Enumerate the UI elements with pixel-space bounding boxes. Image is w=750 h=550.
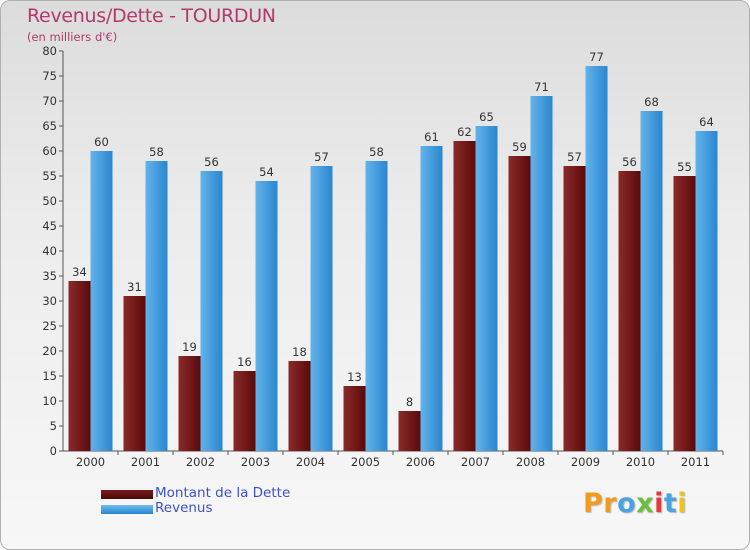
data-label-debt: 55 xyxy=(677,160,692,174)
x-tick-label: 2009 xyxy=(571,455,600,469)
y-tick-label: 15 xyxy=(42,369,57,383)
y-tick-label: 65 xyxy=(42,119,57,133)
bar-revenue xyxy=(90,151,113,451)
y-tick-label: 35 xyxy=(42,269,57,283)
data-label-debt: 13 xyxy=(347,370,362,384)
x-tick-label: 2010 xyxy=(626,455,655,469)
bar-debt xyxy=(233,371,256,451)
bar-debt xyxy=(123,296,146,451)
logo-letter: o xyxy=(617,488,637,519)
y-tick-label: 70 xyxy=(42,94,57,108)
x-tick-label: 2003 xyxy=(241,455,270,469)
legend-label-revenue: Revenus xyxy=(155,500,213,516)
data-label-revenue: 77 xyxy=(589,50,604,64)
bar-debt xyxy=(288,361,311,451)
bar-revenue xyxy=(255,181,278,451)
data-label-revenue: 58 xyxy=(149,145,164,159)
data-label-revenue: 58 xyxy=(369,145,384,159)
logo-letter: r xyxy=(603,488,618,519)
data-label-revenue: 64 xyxy=(699,115,714,129)
y-tick-label: 0 xyxy=(50,444,57,458)
bar-revenue xyxy=(145,161,168,451)
data-label-debt: 8 xyxy=(406,395,413,409)
bar-debt xyxy=(508,156,531,451)
data-label-revenue: 61 xyxy=(424,130,439,144)
data-label-debt: 57 xyxy=(567,150,582,164)
bar-revenue xyxy=(200,171,223,451)
data-label-debt: 62 xyxy=(457,125,472,139)
bar-revenue xyxy=(365,161,388,451)
y-tick-label: 30 xyxy=(42,294,57,308)
x-tick-label: 2011 xyxy=(681,455,710,469)
x-tick-label: 2006 xyxy=(406,455,435,469)
data-label-debt: 19 xyxy=(182,340,197,354)
y-tick-label: 80 xyxy=(42,44,57,58)
proxiti-logo: Proxiti xyxy=(583,488,687,519)
y-tick-label: 10 xyxy=(42,394,57,408)
legend-swatch-debt xyxy=(101,490,153,499)
bar-debt xyxy=(398,411,421,451)
data-label-revenue: 56 xyxy=(204,155,219,169)
y-tick-label: 45 xyxy=(42,219,57,233)
data-label-debt: 31 xyxy=(127,280,142,294)
bar-debt xyxy=(343,386,366,451)
data-label-debt: 16 xyxy=(237,355,252,369)
data-label-revenue: 54 xyxy=(259,165,274,179)
bar-revenue xyxy=(695,131,718,451)
data-label-revenue: 71 xyxy=(534,80,549,94)
chart-subtitle: (en milliers d'€) xyxy=(27,30,118,44)
data-label-revenue: 65 xyxy=(479,110,494,124)
x-tick-label: 2002 xyxy=(186,455,215,469)
bar-debt xyxy=(563,166,586,451)
logo-letter: i xyxy=(677,488,688,519)
bar-debt xyxy=(453,141,476,451)
x-tick-label: 2008 xyxy=(516,455,545,469)
y-tick-label: 20 xyxy=(42,344,57,358)
legend-swatch-revenue xyxy=(101,505,153,514)
logo-letter: t xyxy=(663,488,678,519)
data-label-debt: 18 xyxy=(292,345,307,359)
y-tick-label: 75 xyxy=(42,69,57,83)
x-tick-label: 2001 xyxy=(131,455,160,469)
bar-debt xyxy=(618,171,641,451)
bar-revenue xyxy=(640,111,663,451)
x-tick-label: 2005 xyxy=(351,455,380,469)
data-label-debt: 34 xyxy=(72,265,87,279)
y-tick-label: 50 xyxy=(42,194,57,208)
logo-letter: x xyxy=(636,488,655,519)
y-tick-label: 40 xyxy=(42,244,57,258)
y-tick-label: 25 xyxy=(42,319,57,333)
bar-revenue xyxy=(420,146,443,451)
y-tick-label: 60 xyxy=(42,144,57,158)
data-label-revenue: 60 xyxy=(94,135,109,149)
x-tick-label: 2004 xyxy=(296,455,325,469)
logo-letter: P xyxy=(583,488,604,519)
x-tick-label: 2007 xyxy=(461,455,490,469)
bar-debt xyxy=(673,176,696,451)
data-label-debt: 56 xyxy=(622,155,637,169)
chart-title: Revenus/Dette - TOURDUN xyxy=(27,5,276,27)
bar-revenue xyxy=(475,126,498,451)
y-tick-label: 5 xyxy=(50,419,57,433)
data-label-revenue: 57 xyxy=(314,150,329,164)
bar-revenue xyxy=(530,96,553,451)
data-label-debt: 59 xyxy=(512,140,527,154)
x-tick-label: 2000 xyxy=(76,455,105,469)
logo-letter: i xyxy=(654,488,664,519)
data-label-revenue: 68 xyxy=(644,95,659,109)
bar-debt xyxy=(178,356,201,451)
legend-label-debt: Montant de la Dette xyxy=(155,485,291,501)
bar-revenue xyxy=(310,166,333,451)
y-tick-label: 55 xyxy=(42,169,57,183)
bar-revenue xyxy=(585,66,608,451)
bar-debt xyxy=(68,281,91,451)
